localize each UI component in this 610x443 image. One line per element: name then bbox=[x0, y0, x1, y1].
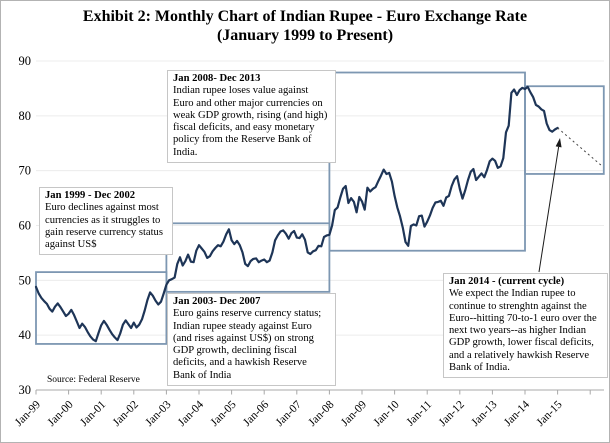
x-tick-label-Jan-03: Jan-03 bbox=[143, 398, 173, 428]
annotation-2003-2007-body: Euro gains reserve currency status; Indi… bbox=[173, 308, 322, 381]
cycle-box-1 bbox=[165, 222, 331, 293]
annotation-2014-current-title: Jan 2014 - (current cycle) bbox=[449, 276, 565, 287]
x-tick-label-Jan-13: Jan-13 bbox=[469, 398, 499, 428]
y-tick-label-50: 50 bbox=[19, 273, 32, 287]
chart-title-line1: Exhibit 2: Monthly Chart of Indian Rupee… bbox=[82, 8, 528, 25]
annotation-2008-2013-body: Indian rupee loses value against Euro an… bbox=[173, 85, 328, 158]
annotation-2008-2013: Jan 2008- Dec 2013 Indian rupee loses va… bbox=[167, 70, 336, 163]
annotation-2003-2007-title: Jan 2003- Dec 2007 bbox=[173, 296, 261, 307]
x-tick-label-Jan-01: Jan-01 bbox=[78, 398, 108, 428]
annotation-1999-2002: Jan 1999 - Dec 2002 Euro declines agains… bbox=[39, 187, 173, 256]
x-tick-label-Jan-12: Jan-12 bbox=[437, 398, 467, 428]
x-tick-label-Jan-00: Jan-00 bbox=[46, 398, 76, 428]
y-tick-label-70: 70 bbox=[19, 164, 32, 178]
cycle-box-3 bbox=[524, 85, 605, 175]
x-tick-label-Jan-04: Jan-04 bbox=[176, 398, 206, 428]
chart-title-line2: (January 1999 to Present) bbox=[216, 26, 394, 44]
annotation-arrow-head bbox=[555, 138, 562, 148]
annotation-2014-current-body: We expect the Indian rupee to continue t… bbox=[449, 288, 597, 373]
x-tick-label-Jan-09: Jan-09 bbox=[339, 398, 369, 428]
annotation-1999-2002-body: Euro declines against most currencies as… bbox=[45, 202, 163, 251]
chart-title: Exhibit 2: Monthly Chart of Indian Rupee… bbox=[1, 8, 609, 46]
y-tick-label-90: 90 bbox=[19, 54, 32, 68]
annotation-2008-2013-title: Jan 2008- Dec 2013 bbox=[173, 73, 261, 84]
annotation-arrow-line bbox=[538, 146, 560, 273]
source-note: Source: Federal Reserve bbox=[47, 375, 140, 385]
projection-dotted-line bbox=[557, 127, 602, 166]
y-tick-label-60: 60 bbox=[19, 219, 32, 233]
x-tick-label-Jan-10: Jan-10 bbox=[372, 398, 402, 428]
x-tick-label-Jan-05: Jan-05 bbox=[209, 398, 239, 428]
y-tick-label-30: 30 bbox=[19, 383, 32, 397]
annotation-1999-2002-title: Jan 1999 - Dec 2002 bbox=[45, 190, 136, 201]
annotation-2014-current: Jan 2014 - (current cycle) We expect the… bbox=[443, 273, 608, 379]
x-tick-label-Jan-08: Jan-08 bbox=[306, 398, 336, 428]
x-tick-label-Jan-02: Jan-02 bbox=[111, 398, 141, 428]
x-tick-label-Jan-07: Jan-07 bbox=[274, 398, 304, 428]
cycle-box-0 bbox=[35, 271, 168, 345]
eur-inr-price-line bbox=[34, 85, 559, 343]
y-tick-label-40: 40 bbox=[19, 328, 32, 342]
x-tick-label-Jan-15: Jan-15 bbox=[535, 398, 565, 428]
annotation-2003-2007: Jan 2003- Dec 2007 Euro gains reserve cu… bbox=[167, 293, 336, 386]
y-tick-label-80: 80 bbox=[19, 109, 32, 123]
x-tick-label-Jan-06: Jan-06 bbox=[241, 398, 271, 428]
x-tick-label-Jan-14: Jan-14 bbox=[502, 398, 532, 428]
x-tick-label-Jan-99: Jan-99 bbox=[13, 398, 43, 428]
x-tick-label-Jan-11: Jan-11 bbox=[404, 398, 434, 428]
